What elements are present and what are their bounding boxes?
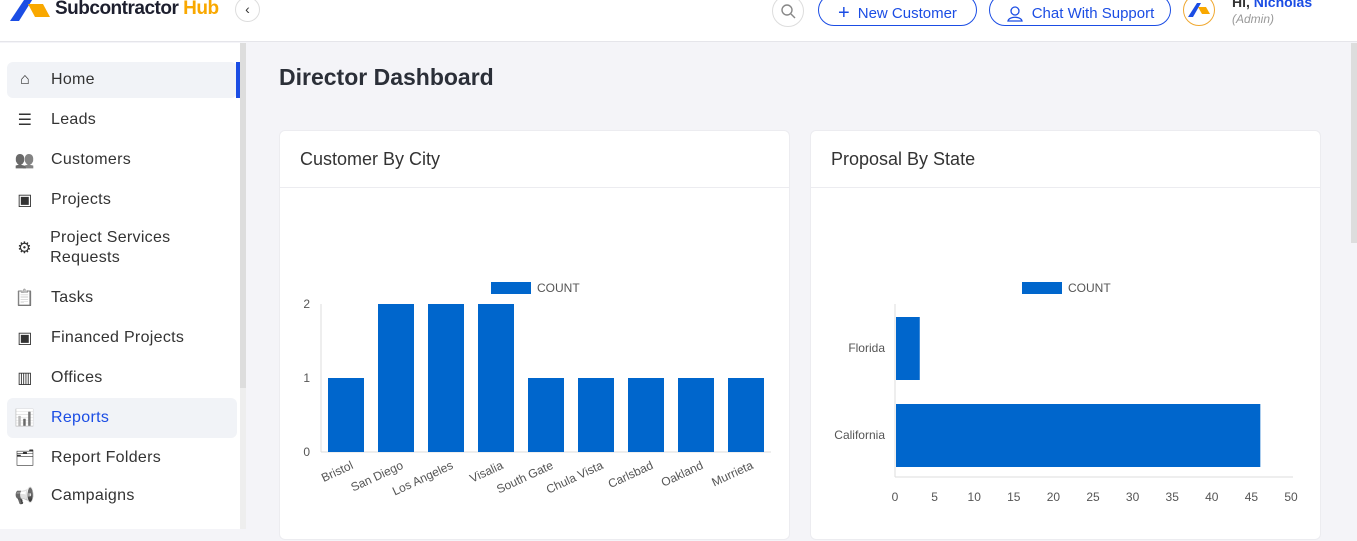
search-icon	[781, 4, 796, 19]
new-customer-button[interactable]: + New Customer	[818, 0, 977, 26]
sidebar-item-label: Offices	[51, 369, 103, 386]
bar-florida	[896, 317, 920, 380]
bar-carlsbad	[628, 378, 664, 452]
sidebar-item-financed-projects[interactable]: ▣ Financed Projects	[7, 320, 237, 356]
sidebar-item-customers[interactable]: 👥 Customers	[7, 142, 237, 178]
chat-support-button[interactable]: Chat With Support	[989, 0, 1171, 26]
bar-south-gate	[528, 378, 564, 452]
sidebar-item-offices[interactable]: ▥ Offices	[7, 360, 237, 396]
sidebar-item-home[interactable]: ⌂ Home	[7, 62, 237, 98]
sidebar-item-reports[interactable]: 📊 Reports	[7, 398, 237, 438]
folder-icon: 🗂	[14, 450, 36, 467]
sidebar-item-leads[interactable]: ☰ Leads	[7, 102, 237, 138]
customer-by-city-card: Customer By City COUNT 0 1 2 Bristol San Dieg…	[279, 130, 790, 540]
top-bar: Subcontractor Hub ‹ + New Customer Chat W…	[0, 0, 1357, 42]
x-tick-label: 30	[1126, 490, 1140, 504]
bar-visalia	[478, 304, 514, 452]
building-icon: ▥	[17, 370, 33, 387]
user-greeting[interactable]: Hi, Nicholas	[1232, 0, 1312, 10]
avatar[interactable]	[1183, 0, 1215, 26]
sidebar-item-tasks[interactable]: 📋 Tasks	[7, 280, 237, 316]
gear-icon: ⚙	[17, 240, 32, 257]
legend-label: COUNT	[537, 281, 580, 295]
sidebar-item-project-services-requests[interactable]: ⚙ Project Services Requests	[7, 222, 237, 274]
sidebar-item-label: Reports	[51, 409, 110, 426]
sidebar-item-label: Report Folders	[51, 449, 162, 466]
project-icon: ▣	[17, 192, 33, 209]
x-tick-label: 40	[1205, 490, 1219, 504]
x-tick-label: 0	[892, 490, 899, 504]
home-icon: ⌂	[20, 71, 30, 88]
brand-name: Subcontractor	[55, 0, 179, 19]
page-scrollbar[interactable]	[1351, 43, 1357, 243]
users-icon: 👥	[14, 152, 36, 169]
plus-icon: +	[838, 2, 850, 24]
bar-oakland	[678, 378, 714, 452]
bar-los-angeles	[428, 304, 464, 452]
sidebar	[0, 43, 246, 529]
logo[interactable]: Subcontractor Hub	[6, 0, 219, 21]
megaphone-icon: 📢	[14, 488, 36, 505]
list-icon: ☰	[17, 112, 33, 129]
legend-label: COUNT	[1068, 281, 1111, 295]
logo-icon	[1188, 3, 1210, 17]
proposal-by-state-card: Proposal By State COUNT 0 5 10 15 20 25 30 35 40 4…	[810, 130, 1321, 540]
bar-bristol	[328, 378, 364, 452]
bar-san-diego	[378, 304, 414, 452]
search-button[interactable]	[772, 0, 804, 27]
brand-accent: Hub	[183, 0, 219, 19]
page-title: Director Dashboard	[279, 64, 494, 90]
x-tick-label: 35	[1166, 490, 1180, 504]
user-name: Nicholas	[1253, 0, 1313, 10]
x-tick-label: Oakland	[659, 458, 705, 490]
card-title: Customer By City	[280, 131, 789, 188]
sidebar-item-label: Home	[51, 71, 95, 88]
report-icon: 📊	[14, 410, 36, 427]
y-tick-label: California	[834, 428, 885, 442]
x-tick-label: 15	[1007, 490, 1021, 504]
active-indicator	[236, 62, 240, 98]
x-tick-label: 5	[931, 490, 938, 504]
sidebar-scrollbar-thumb[interactable]	[240, 43, 246, 388]
legend-swatch	[1022, 282, 1062, 294]
x-tick-label: 50	[1284, 490, 1298, 504]
sidebar-item-label: Financed Projects	[51, 329, 185, 346]
x-tick-label: 25	[1086, 490, 1100, 504]
x-tick-label: Chula Vista	[544, 458, 606, 497]
collapse-sidebar-button[interactable]: ‹	[235, 0, 260, 22]
y-tick-label: 1	[303, 371, 310, 385]
x-tick-label: 10	[968, 490, 982, 504]
sidebar-item-label: Leads	[51, 111, 97, 128]
sidebar-item-campaigns[interactable]: 📢 Campaigns	[7, 478, 237, 514]
project-icon: ▣	[17, 330, 33, 347]
bar-california	[896, 404, 1261, 467]
bar-murrieta	[728, 378, 764, 452]
headset-icon	[1006, 6, 1023, 22]
chevron-left-icon: ‹	[245, 1, 250, 17]
legend-swatch	[491, 282, 531, 294]
y-tick-label: Florida	[848, 341, 885, 355]
sidebar-item-label: Projects	[51, 191, 112, 208]
x-tick-label: Carlsbad	[606, 458, 655, 491]
clipboard-icon: 📋	[14, 290, 36, 307]
x-tick-label: Murrieta	[709, 458, 755, 489]
x-tick-label: 20	[1047, 490, 1061, 504]
card-title: Proposal By State	[811, 131, 1320, 188]
sidebar-item-label: Customers	[51, 151, 132, 168]
sidebar-item-report-folders[interactable]: 🗂 Report Folders	[7, 440, 237, 476]
sidebar-item-label: Project Services Requests	[50, 229, 171, 266]
x-tick-label: 45	[1245, 490, 1259, 504]
bar-chula-vista	[578, 378, 614, 452]
y-tick-label: 0	[303, 445, 310, 459]
sidebar-item-projects[interactable]: ▣ Projects	[7, 182, 237, 218]
sidebar-item-label: Campaigns	[51, 487, 135, 504]
user-role: (Admin)	[1232, 12, 1275, 26]
sidebar-item-label: Tasks	[51, 289, 94, 306]
y-tick-label: 2	[303, 297, 310, 311]
logo-icon	[10, 0, 50, 21]
proposal-by-state-chart: COUNT 0 5 10 15 20 25 30 35 40 45 50 Florida Californ…	[834, 281, 1298, 504]
